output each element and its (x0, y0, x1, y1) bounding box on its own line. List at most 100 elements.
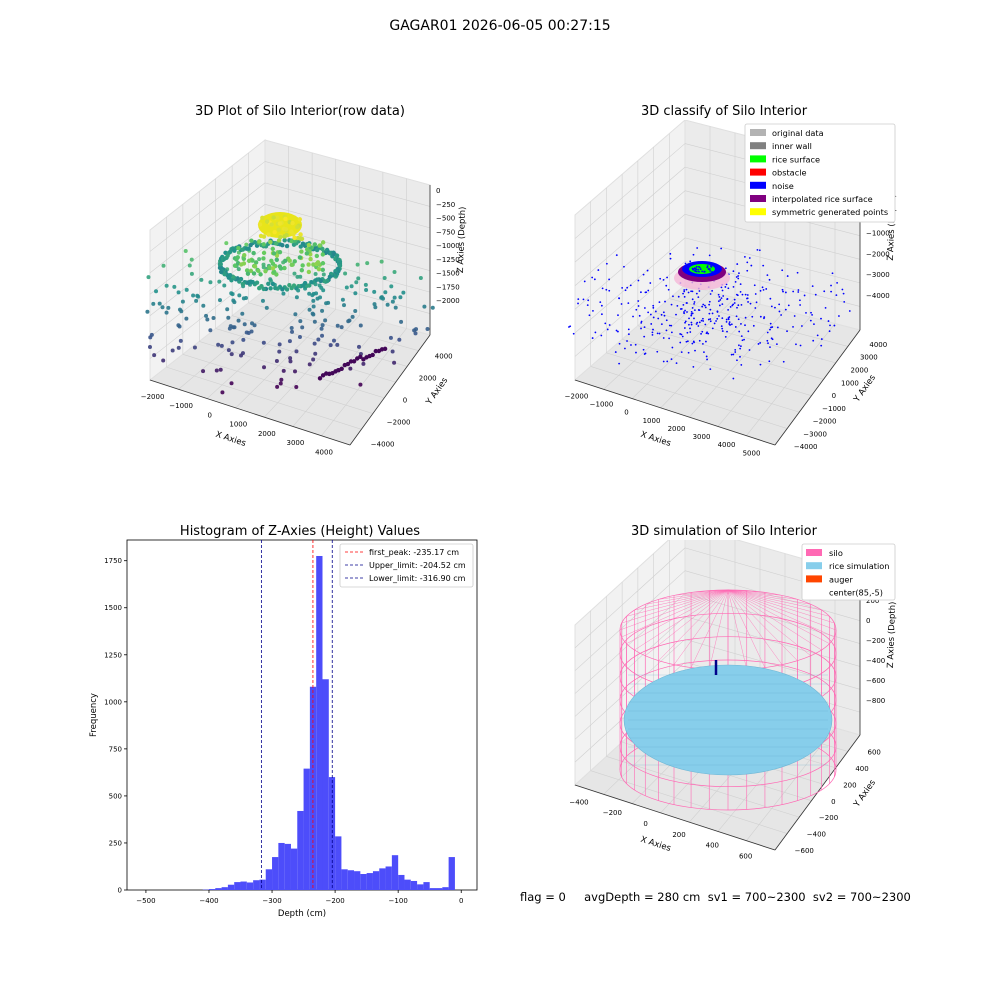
p2-noise-point (689, 327, 691, 330)
p2-noise-point (682, 292, 684, 295)
p2-y-tick-label: 2000 (851, 367, 869, 375)
p2-noise-point (620, 303, 623, 305)
p2-y-tick-label: −2000 (813, 418, 837, 426)
p3-histogram-bar (347, 870, 355, 890)
p1-data-point (216, 342, 221, 347)
p2-x-axis-line (574, 379, 776, 446)
p1-data-point (320, 240, 326, 245)
p1-data-point (269, 258, 274, 264)
p4-y-tick-label: 400 (855, 765, 868, 773)
p2-noise-point (690, 290, 692, 293)
p1-grid-line (264, 161, 431, 207)
p2-noise-point (652, 306, 655, 309)
p1-data-point (392, 269, 397, 274)
p1-data-point (157, 301, 162, 306)
p2-noise-point (686, 311, 688, 313)
p2-noise-point (642, 348, 645, 351)
p2-noise-point (775, 343, 778, 346)
p1-data-point (299, 249, 304, 254)
p3-histogram-bar (234, 882, 241, 890)
p2-noise-point (739, 283, 742, 286)
p2-noise-point (736, 263, 739, 265)
p2-noise-point (737, 304, 740, 307)
p2-noise-point (734, 281, 737, 283)
p4-legend-label: auger (829, 574, 853, 584)
p3-histogram-bar (385, 866, 392, 890)
p2-noise-point (617, 314, 619, 317)
p3-y-tick-label: 0 (118, 887, 122, 895)
p2-noise-point (725, 318, 728, 321)
p2-noise-point (782, 290, 784, 293)
p2-noise-point (800, 325, 803, 327)
p1-grid-line (264, 203, 431, 250)
p1-data-point (312, 319, 317, 324)
p1-data-point (289, 239, 294, 244)
p2-noise-point (614, 351, 617, 353)
p1-data-point (244, 268, 250, 273)
p1-data-point (292, 259, 297, 264)
p1-data-point (160, 305, 165, 310)
p3-histogram-bar (379, 868, 386, 890)
p4-grid-line (684, 638, 861, 690)
p3-legend: first_peak: -235.17 cm Upper_limit: -204.… (339, 543, 474, 588)
p1-data-point (335, 342, 340, 347)
p3-histogram-bar (208, 889, 216, 890)
p1-data-point (246, 246, 251, 251)
p1-data-point (392, 360, 397, 365)
p4-grid-line (574, 547, 686, 649)
p2-noise-point (811, 285, 814, 287)
p2-noise-point (768, 360, 771, 363)
p1-data-point (279, 377, 284, 382)
p1-y-axis-line (349, 334, 431, 446)
p4-silo-roof-line (727, 589, 830, 644)
p2-noise-point (698, 266, 701, 269)
p2-noise-point (724, 335, 727, 338)
p1-x-axis-label: X Axies (214, 430, 247, 449)
p2-noise-point (700, 332, 702, 335)
p2-noise-point (658, 301, 661, 304)
p4-legend: silo rice simulation auger center(85,-5) (801, 543, 896, 601)
p1-data-point (224, 241, 229, 246)
p1-data-point (397, 337, 402, 342)
p2-noise-point (681, 335, 684, 338)
p2-noise-point (736, 306, 738, 309)
p1-data-point (324, 301, 329, 306)
p1-data-point (309, 280, 314, 285)
p1-data-point (263, 268, 268, 274)
p4-x-tick-label: −200 (603, 809, 622, 817)
p2-noise-point (747, 301, 749, 303)
p1-data-point (217, 279, 222, 284)
p2-noise-point (725, 320, 728, 323)
p2-noise-point (652, 316, 655, 319)
p2-noise-point (697, 296, 700, 299)
p2-noise-point (759, 289, 762, 292)
p1-data-point (307, 307, 312, 312)
p2-noise-point (666, 276, 668, 279)
p1-data-point (278, 234, 283, 240)
p1-data-point (258, 233, 264, 239)
p2-y-axis-line (774, 329, 861, 446)
p1-data-point (393, 305, 398, 310)
p2-x-tick-label: 0 (624, 409, 628, 417)
p2-noise-point (809, 319, 812, 322)
p3-histogram-bar (423, 882, 430, 890)
p2-noise-point (738, 272, 740, 275)
p2-noise-point (683, 289, 686, 291)
p3-histogram-bar (360, 874, 367, 890)
p2-noise-point (637, 300, 640, 302)
p1-grid-line (264, 315, 360, 418)
p2-noise-point (765, 288, 768, 290)
p1-data-point (274, 241, 279, 246)
p2-noise-point (746, 269, 749, 272)
p4-grid-line (606, 756, 800, 818)
p1-y-tick-label: 2000 (419, 374, 437, 382)
p1-data-point (292, 235, 297, 241)
p2-noise-point (829, 324, 831, 327)
panel2-title: 3D classify of Silo Interior (640, 104, 808, 119)
p1-data-point (413, 331, 418, 336)
p1-grid-line (248, 302, 419, 352)
p2-noise-point (662, 360, 665, 363)
p1-data-point (339, 366, 344, 371)
p4-z-tick-label: −800 (866, 697, 885, 705)
p1-data-point (236, 267, 241, 272)
